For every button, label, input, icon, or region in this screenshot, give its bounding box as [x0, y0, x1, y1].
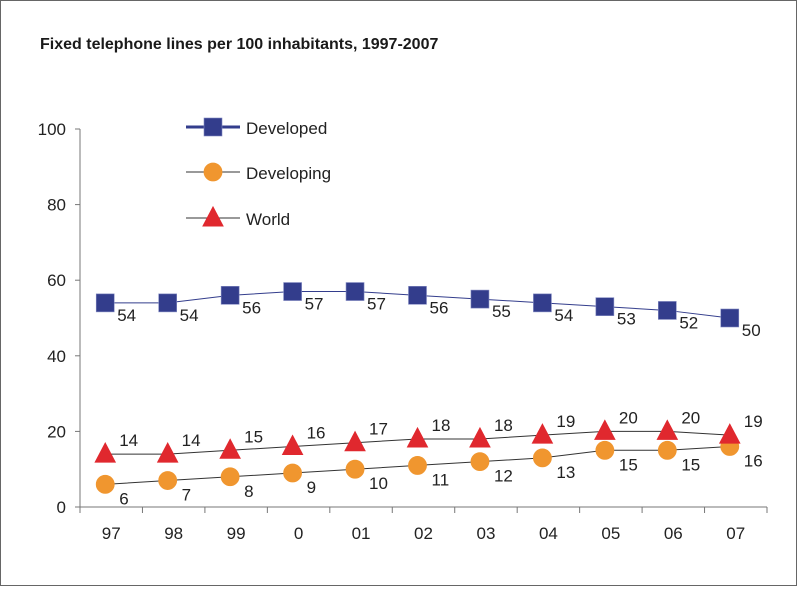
- developing-marker: [95, 474, 115, 494]
- developed-marker: [595, 297, 615, 316]
- developed-marker: [95, 293, 115, 313]
- developing-data-label: 9: [307, 478, 316, 497]
- y-tick-label: 60: [47, 271, 66, 290]
- developed-marker: [658, 301, 677, 320]
- developing-marker: [533, 448, 552, 468]
- developing-marker: [283, 463, 302, 483]
- developing-marker: [158, 471, 178, 490]
- developing-marker: [470, 452, 490, 472]
- developed-data-label: 52: [679, 313, 698, 332]
- world-marker: [94, 442, 117, 463]
- legend-label-developed: Developed: [246, 119, 327, 138]
- developed-data-label: 55: [492, 302, 511, 321]
- x-tick-label: 07: [726, 524, 745, 543]
- world-marker: [406, 426, 429, 448]
- developing-data-label: 13: [556, 463, 575, 482]
- x-tick-label: 02: [414, 524, 433, 543]
- x-tick-label: 03: [476, 524, 495, 543]
- legend-label-developing: Developing: [246, 164, 331, 183]
- x-tick-label: 97: [102, 524, 121, 543]
- developed-marker: [470, 289, 490, 309]
- x-tick-label: 99: [227, 524, 246, 543]
- developed-marker: [158, 293, 177, 313]
- world-marker: [656, 419, 679, 440]
- world-marker: [531, 423, 554, 444]
- developing-data-label: 15: [619, 455, 638, 474]
- developing-data-label: 12: [494, 467, 513, 486]
- developing-marker: [345, 459, 365, 479]
- developing-data-label: 7: [182, 486, 191, 505]
- x-tick-label: 04: [539, 524, 558, 543]
- y-tick-label: 80: [47, 196, 66, 215]
- world-marker: [219, 438, 241, 459]
- y-tick-label: 100: [38, 120, 66, 139]
- y-tick-label: 0: [57, 498, 66, 517]
- developed-data-label: 50: [742, 321, 761, 340]
- world-data-label: 18: [494, 416, 513, 435]
- developing-marker: [220, 467, 240, 487]
- world-marker: [594, 419, 616, 440]
- developing-data-label: 16: [744, 452, 763, 471]
- legend-label-world: World: [246, 210, 290, 229]
- developed-data-label: 54: [554, 306, 573, 325]
- developed-data-label: 53: [617, 310, 636, 329]
- y-tick-label: 20: [47, 422, 66, 441]
- x-tick-label: 06: [664, 524, 683, 543]
- world-data-label: 14: [182, 431, 201, 450]
- developing-data-label: 10: [369, 474, 388, 493]
- developed-marker: [408, 286, 427, 305]
- developed-data-label: 54: [180, 306, 199, 325]
- world-marker: [469, 426, 491, 448]
- x-tick-label: 98: [164, 524, 183, 543]
- world-data-label: 19: [744, 412, 763, 431]
- world-marker: [718, 423, 741, 444]
- x-tick-label: 05: [601, 524, 620, 543]
- developing-data-label: 15: [681, 455, 700, 474]
- chart-title: Fixed telephone lines per 100 inhabitant…: [40, 36, 439, 53]
- x-tick-label: 0: [294, 524, 303, 543]
- developed-data-label: 57: [367, 295, 386, 314]
- world-data-label: 20: [619, 408, 638, 427]
- world-data-label: 16: [307, 424, 326, 443]
- world-marker: [156, 442, 179, 463]
- legend-marker-world: [202, 205, 224, 227]
- developed-marker: [720, 308, 740, 328]
- developing-marker: [595, 440, 615, 460]
- world-data-label: 17: [369, 420, 388, 439]
- developing-marker: [408, 456, 427, 475]
- world-marker: [281, 434, 304, 456]
- world-data-label: 14: [119, 431, 138, 450]
- developed-data-label: 54: [117, 306, 136, 325]
- developed-marker: [533, 293, 552, 313]
- developed-marker: [220, 286, 240, 305]
- world-data-label: 20: [681, 408, 700, 427]
- developing-data-label: 11: [432, 470, 450, 489]
- world-data-label: 15: [244, 427, 263, 446]
- x-tick-label: 01: [352, 524, 371, 543]
- developed-marker: [345, 282, 365, 301]
- world-marker: [344, 430, 366, 452]
- y-tick-label: 40: [47, 347, 66, 366]
- developing-data-label: 6: [119, 489, 128, 508]
- legend-marker-developed: [203, 117, 223, 137]
- developed-data-label: 57: [305, 295, 324, 314]
- legend-marker-developing: [203, 162, 223, 182]
- developed-data-label: 56: [430, 298, 449, 317]
- developing-marker: [657, 440, 677, 460]
- world-data-label: 18: [432, 416, 451, 435]
- developing-data-label: 8: [244, 482, 253, 501]
- developed-data-label: 56: [242, 298, 261, 317]
- world-data-label: 19: [556, 412, 575, 431]
- developed-marker: [283, 282, 302, 301]
